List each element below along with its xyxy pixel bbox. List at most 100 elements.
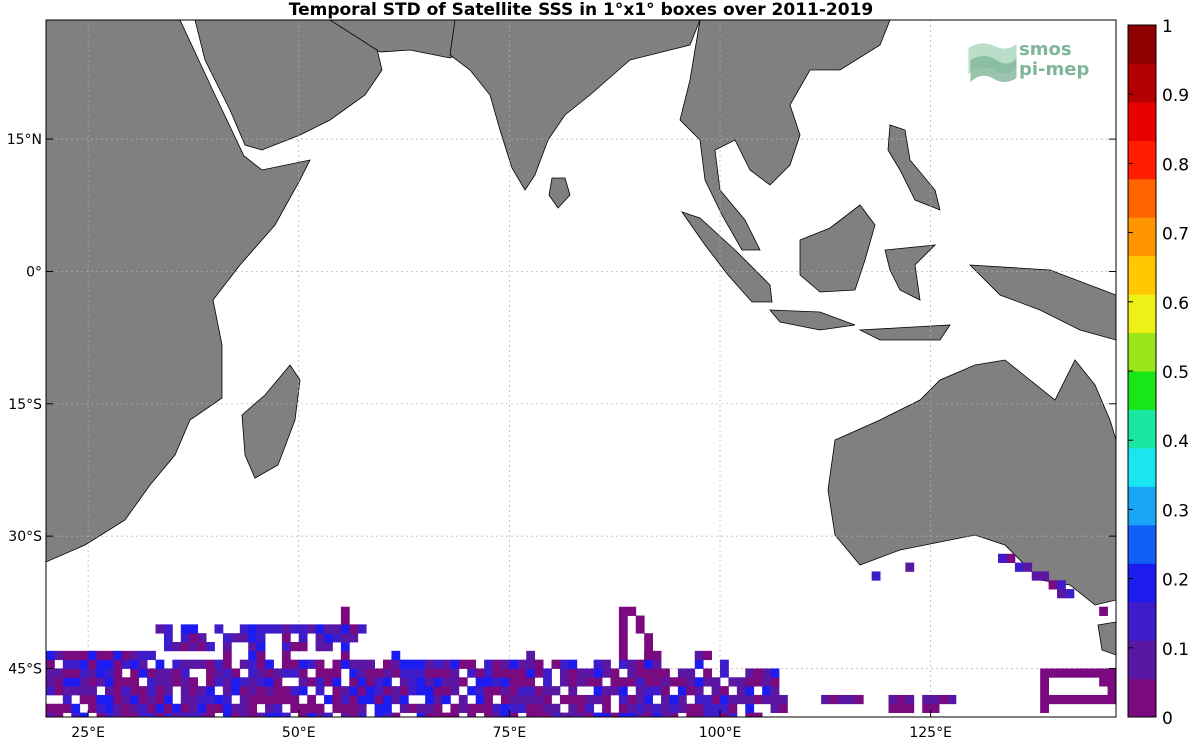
std-cell bbox=[172, 659, 182, 669]
std-cell bbox=[273, 694, 283, 705]
std-cell bbox=[172, 642, 182, 652]
std-cell bbox=[332, 703, 342, 713]
std-cell bbox=[248, 659, 258, 669]
std-cell bbox=[172, 677, 182, 687]
std-cell bbox=[517, 686, 527, 696]
std-cell bbox=[307, 659, 317, 669]
std-cell bbox=[163, 642, 173, 652]
std-cell bbox=[509, 677, 519, 687]
std-cell bbox=[1073, 668, 1083, 678]
std-cell bbox=[62, 686, 72, 696]
std-cell bbox=[652, 659, 662, 669]
std-cell bbox=[71, 677, 81, 687]
std-cell bbox=[46, 712, 55, 717]
std-cell bbox=[635, 686, 645, 696]
std-cell bbox=[281, 712, 291, 717]
std-cell bbox=[104, 677, 114, 687]
std-cell bbox=[425, 677, 434, 687]
arabia-landmass bbox=[194, 20, 383, 151]
std-cell bbox=[206, 712, 215, 717]
std-cell bbox=[500, 694, 510, 705]
std-cell bbox=[163, 686, 173, 696]
std-cell bbox=[189, 633, 199, 643]
std-cell bbox=[703, 694, 712, 705]
std-cell bbox=[458, 659, 468, 669]
std-cell bbox=[770, 703, 780, 713]
std-cell bbox=[62, 703, 72, 713]
philippines-landmass bbox=[887, 124, 941, 211]
std-cell bbox=[720, 668, 729, 678]
std-cell bbox=[374, 712, 384, 717]
std-cell bbox=[543, 668, 552, 678]
lon-tick-label: 75°E bbox=[493, 725, 527, 740]
std-cell bbox=[231, 703, 241, 713]
std-cell bbox=[46, 650, 55, 661]
std-cell bbox=[720, 712, 729, 717]
std-cell bbox=[576, 668, 586, 678]
std-cell bbox=[113, 677, 123, 687]
std-cell bbox=[441, 677, 451, 687]
std-cell bbox=[172, 668, 182, 678]
std-cell bbox=[130, 668, 140, 678]
africa-landmass bbox=[46, 20, 311, 563]
std-cell bbox=[231, 686, 241, 696]
std-cell bbox=[290, 694, 300, 705]
std-cell bbox=[374, 677, 384, 687]
std-cell bbox=[46, 703, 55, 713]
colorbar-segment bbox=[1128, 178, 1156, 218]
std-cell bbox=[618, 606, 628, 616]
std-cell bbox=[130, 650, 140, 661]
std-cell bbox=[340, 606, 350, 616]
std-cell bbox=[543, 712, 552, 717]
std-cell bbox=[391, 650, 401, 661]
std-cell bbox=[281, 650, 291, 661]
std-cell bbox=[315, 633, 325, 643]
std-cell bbox=[222, 677, 232, 687]
std-cell bbox=[425, 694, 434, 705]
std-cell bbox=[576, 677, 586, 687]
std-cell bbox=[265, 712, 274, 717]
std-cell bbox=[669, 694, 679, 705]
std-cell bbox=[206, 659, 215, 669]
std-cell bbox=[526, 659, 536, 669]
std-cell bbox=[888, 703, 898, 713]
std-cell bbox=[644, 633, 654, 643]
std-cell bbox=[138, 686, 148, 696]
std-cell bbox=[155, 677, 165, 687]
std-cell bbox=[104, 703, 114, 713]
std-cell bbox=[568, 686, 578, 696]
std-cell bbox=[644, 703, 654, 713]
std-cell bbox=[1057, 589, 1066, 599]
std-cell bbox=[551, 686, 561, 696]
std-cell bbox=[273, 686, 283, 696]
std-cell bbox=[79, 686, 89, 696]
std-cell bbox=[618, 694, 628, 705]
std-cell bbox=[484, 694, 493, 705]
std-cell bbox=[357, 686, 367, 696]
colorbar-segment bbox=[1128, 601, 1156, 641]
std-cell bbox=[324, 633, 333, 643]
std-cell bbox=[998, 553, 1007, 564]
std-cell bbox=[661, 677, 670, 687]
std-cell bbox=[458, 703, 468, 713]
std-cell bbox=[307, 694, 317, 705]
std-cell bbox=[720, 703, 729, 713]
std-cell bbox=[762, 668, 771, 678]
std-cell bbox=[88, 677, 97, 687]
std-cell bbox=[753, 668, 763, 678]
std-cell bbox=[88, 703, 97, 713]
std-cell bbox=[113, 650, 123, 661]
std-cell bbox=[467, 703, 477, 713]
std-cell bbox=[374, 694, 384, 705]
std-cell bbox=[113, 694, 123, 705]
std-cell bbox=[534, 659, 544, 669]
std-cell bbox=[753, 694, 763, 705]
std-cell bbox=[408, 686, 418, 696]
std-cell bbox=[104, 686, 114, 696]
std-cell bbox=[113, 668, 123, 678]
std-cell bbox=[728, 703, 738, 713]
std-cell bbox=[399, 686, 409, 696]
std-cell bbox=[214, 703, 224, 713]
std-cell bbox=[206, 703, 215, 713]
std-cell bbox=[189, 677, 199, 687]
